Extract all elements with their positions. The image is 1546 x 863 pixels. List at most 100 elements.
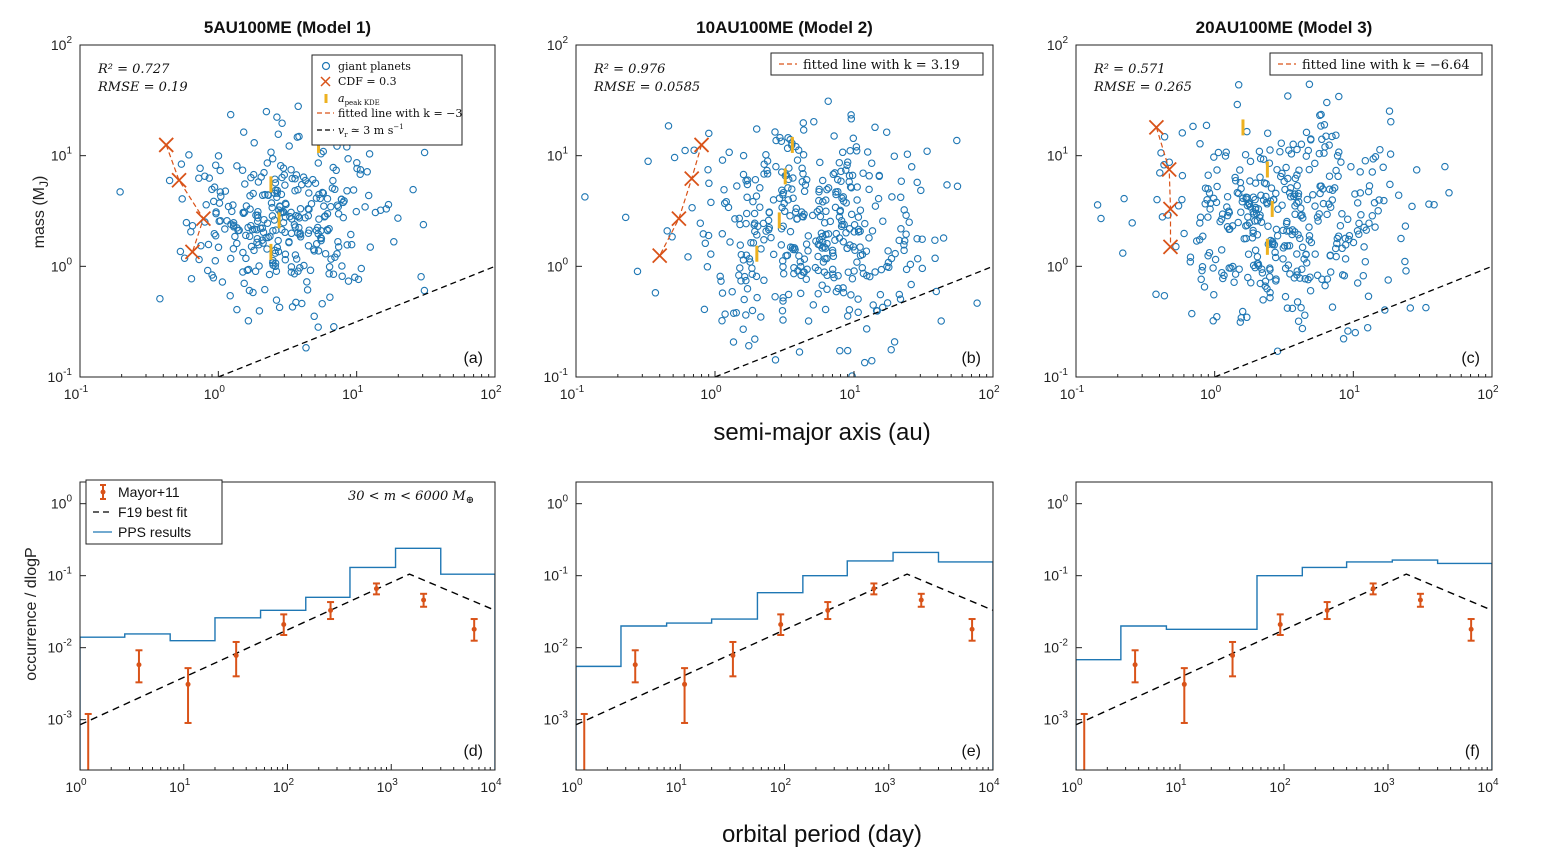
panel-b-point xyxy=(907,280,915,289)
panel-a-point xyxy=(417,272,425,281)
panel-c-point xyxy=(1293,298,1302,306)
panel-c-point xyxy=(1298,243,1307,252)
panel-c-point xyxy=(1093,201,1102,209)
panel-c-point xyxy=(1385,107,1394,115)
panel-b-point xyxy=(772,136,780,145)
panel-b-point xyxy=(779,263,787,271)
panel-b-point xyxy=(896,295,905,303)
panel-f: (f) xyxy=(1076,559,1492,770)
panel-a-point xyxy=(302,344,310,352)
panel-a-point xyxy=(204,240,213,249)
panel-c-point xyxy=(1296,234,1304,243)
panel-b-point xyxy=(788,185,796,193)
panel-c-point xyxy=(1267,184,1276,192)
panel-a-point xyxy=(217,192,225,201)
panel-a-point xyxy=(209,274,218,282)
panel-c-point xyxy=(1353,199,1362,207)
panel-b-point xyxy=(753,293,761,302)
panel-a-point xyxy=(180,254,189,262)
panel-f-xtick-label: 100 xyxy=(1061,777,1083,795)
legend-pps-text: PPS results xyxy=(118,524,191,540)
panel-b-point xyxy=(760,170,768,178)
panel-b-point xyxy=(823,285,831,294)
panel-a-point xyxy=(214,243,223,252)
panel-f-axes: 100 101 102 103 104 10-3 10-2 10-1 100 xyxy=(1044,481,1499,795)
panel-c-point xyxy=(1285,241,1294,250)
panel-c-point xyxy=(1343,215,1352,224)
panel-c-point xyxy=(1293,271,1301,279)
panel-b-point xyxy=(939,234,948,242)
panel-c-rv-line xyxy=(1214,265,1492,377)
panel-c-point xyxy=(1315,210,1323,218)
panel-a-point xyxy=(272,267,281,275)
panel-a-point xyxy=(266,232,274,241)
panel-a-point xyxy=(250,139,258,147)
panel-e-mayor-point xyxy=(682,681,688,687)
panel-c-point xyxy=(1361,156,1370,165)
panel-a-point xyxy=(288,303,297,311)
panel-b-point xyxy=(822,196,830,204)
panel-b-point xyxy=(789,174,797,182)
panel-c-point xyxy=(1204,185,1212,193)
panel-a-point xyxy=(314,323,322,331)
panel-a-cdf-marker xyxy=(158,137,174,153)
panel-b-point xyxy=(823,185,831,194)
panel-a-point xyxy=(216,188,225,196)
panel-c-point xyxy=(1227,264,1235,272)
panel-b-point xyxy=(778,306,787,315)
panel-a-point xyxy=(320,202,328,210)
ylabel-top: mass (MJ) xyxy=(31,176,51,249)
panel-c-point xyxy=(1371,153,1380,161)
panel-d-mayor-point xyxy=(471,626,477,632)
panel-c-point xyxy=(1251,179,1260,187)
panel-b-point xyxy=(742,209,751,218)
panel-a-point xyxy=(339,213,348,222)
panel-b-point xyxy=(729,309,738,317)
panel-a-point xyxy=(274,236,282,245)
panel-b-point xyxy=(745,341,753,350)
panel-a-point xyxy=(365,150,374,158)
panel-a-cdf-marker xyxy=(184,244,201,260)
panel-b-point xyxy=(798,164,806,173)
panel-c-point xyxy=(1422,303,1430,312)
panel-b-point xyxy=(837,167,845,176)
panel-a-point xyxy=(337,195,346,204)
panel-a-point xyxy=(294,229,302,237)
panel-f-plot xyxy=(1076,559,1492,770)
panel-e-mayor-point xyxy=(730,652,736,658)
panel-c-point xyxy=(1242,234,1250,243)
panel-c-point xyxy=(1345,231,1354,240)
panel-e-mayor-point xyxy=(871,586,877,592)
panel-c-point xyxy=(1295,166,1303,174)
panel-c-point xyxy=(1202,121,1211,130)
panel-b-point xyxy=(859,169,867,177)
panel-c-point xyxy=(1231,270,1240,278)
panel-b-point xyxy=(897,177,906,185)
panel-c-point xyxy=(1318,275,1326,284)
panel-c-point xyxy=(1386,150,1395,158)
panel-c-point xyxy=(1270,241,1279,249)
panel-a-point xyxy=(334,210,343,218)
panel-b-point xyxy=(905,218,913,226)
panel-b-legend-text: fitted line with k = 3.19 xyxy=(803,58,960,73)
panel-a-point xyxy=(304,229,313,237)
panel-a-point xyxy=(211,161,220,169)
panel-a-point xyxy=(233,305,241,314)
panel-f-mayor-point xyxy=(1132,662,1138,668)
panel-a-point xyxy=(291,174,299,183)
panel-b-point xyxy=(664,122,673,130)
panel-d-xtick-label: 102 xyxy=(273,777,295,795)
panel-c-point xyxy=(1402,267,1410,275)
panel-b-point xyxy=(847,115,856,123)
panel-b-point xyxy=(804,317,813,325)
panel-a-point xyxy=(384,200,393,209)
xlabel-bottom: orbital period (day) xyxy=(722,821,922,848)
panel-c-rmse: RMSE = 0.265 xyxy=(1093,80,1192,95)
panel-c-point xyxy=(1189,122,1197,131)
panel-a-point xyxy=(274,247,283,256)
panel-b-point xyxy=(749,197,757,206)
panel-e-xtick-label: 104 xyxy=(978,777,1000,795)
panel-b-point xyxy=(802,275,811,283)
panel-b: 10AU100ME (Model 2) R² = 0.976 RMSE = 0.05… xyxy=(581,18,993,377)
panel-b-point xyxy=(747,238,755,247)
